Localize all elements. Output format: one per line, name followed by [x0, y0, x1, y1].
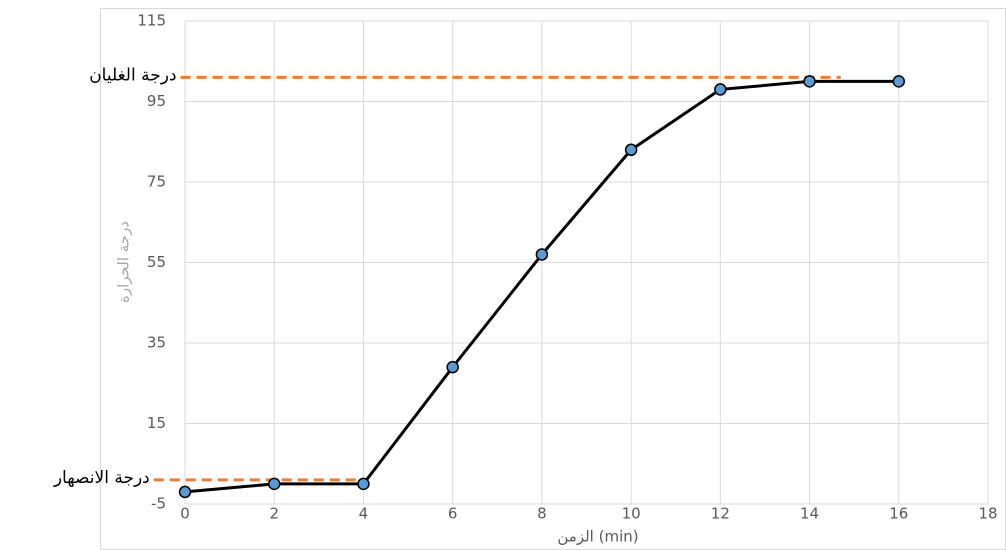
x-tick-label: 16 [889, 505, 908, 523]
x-tick-label: 10 [622, 505, 641, 523]
data-point [178, 485, 192, 499]
data-point [535, 248, 549, 261]
reference-label: درجة الانصهار [53, 468, 150, 488]
y-tick-label: 15 [147, 414, 166, 432]
y-tick-label: 75 [147, 173, 166, 191]
y-tick-label: -5 [151, 495, 166, 513]
data-point [803, 75, 816, 88]
x-tick-label: 12 [711, 505, 730, 523]
x-tick-label: 0 [180, 505, 190, 523]
reference-label: درجة الغليان [89, 65, 176, 85]
y-tick-label: 115 [137, 12, 166, 30]
x-tick-label: 4 [359, 505, 369, 523]
data-point [714, 83, 727, 96]
y-tick-label: 55 [147, 253, 166, 271]
y-axis-title: درجة الحرارة [115, 221, 133, 303]
x-axis-title: الزمن (min) [557, 528, 638, 546]
y-tick-label: 95 [147, 92, 166, 110]
data-point [892, 75, 906, 88]
x-tick-label: 6 [448, 505, 458, 523]
data-point [624, 143, 638, 157]
x-tick-label: 14 [800, 505, 819, 523]
chart-frame [100, 8, 1006, 550]
x-tick-label: 8 [537, 505, 547, 523]
x-tick-label: 18 [978, 505, 997, 523]
y-tick-label: 35 [147, 334, 166, 352]
x-tick-label: 2 [269, 505, 279, 523]
data-point [357, 477, 370, 491]
data-point [267, 477, 281, 491]
data-point [446, 360, 459, 374]
